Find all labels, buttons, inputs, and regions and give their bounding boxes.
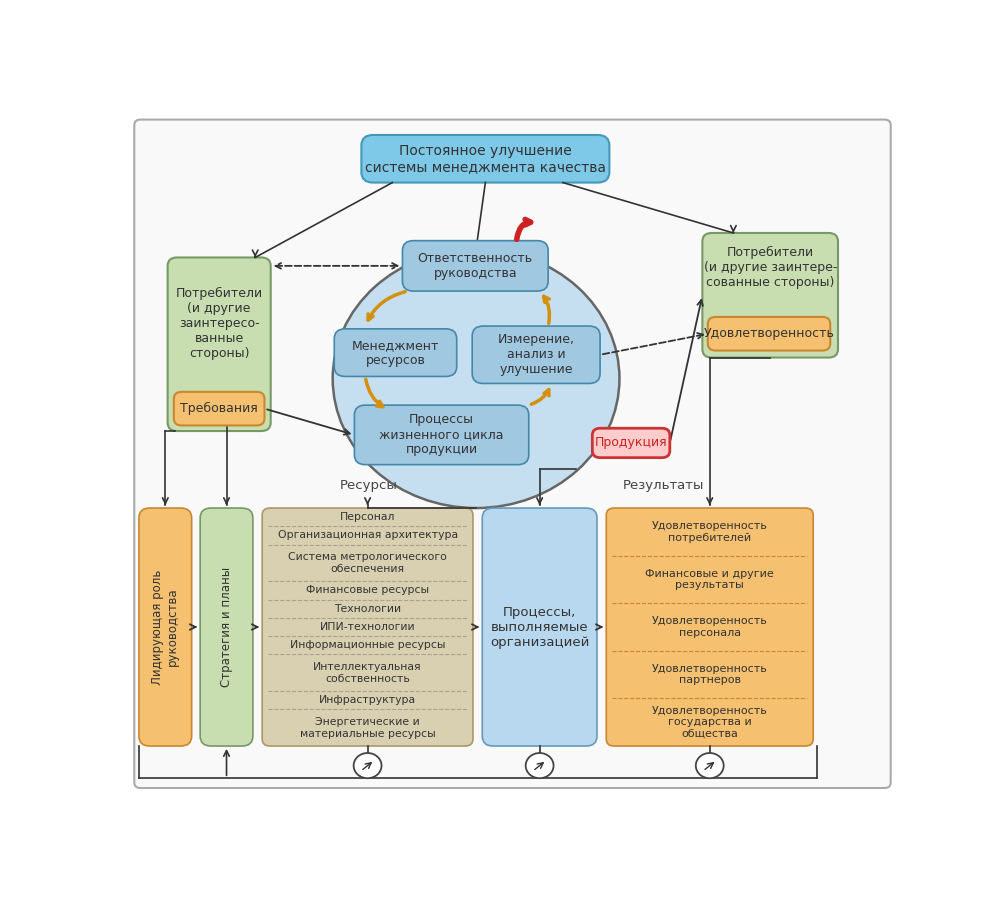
Text: Процессы,
выполняемые
организацией: Процессы, выполняемые организацией	[490, 605, 589, 648]
FancyBboxPatch shape	[354, 405, 529, 464]
FancyBboxPatch shape	[262, 508, 473, 746]
FancyBboxPatch shape	[134, 120, 891, 788]
FancyBboxPatch shape	[168, 257, 271, 431]
Text: Измерение,
анализ и
улучшение: Измерение, анализ и улучшение	[498, 334, 575, 376]
Text: Удовлетворенность
персонала: Удовлетворенность персонала	[652, 616, 768, 638]
FancyBboxPatch shape	[606, 508, 813, 746]
Text: Инфраструктура: Инфраструктура	[319, 695, 416, 705]
Circle shape	[696, 753, 724, 778]
FancyBboxPatch shape	[361, 135, 609, 183]
FancyBboxPatch shape	[139, 508, 192, 746]
Text: Финансовые ресурсы: Финансовые ресурсы	[306, 585, 429, 595]
FancyBboxPatch shape	[200, 508, 253, 746]
FancyBboxPatch shape	[702, 233, 838, 357]
FancyBboxPatch shape	[472, 326, 600, 384]
Text: Удовлетворенность: Удовлетворенность	[704, 327, 834, 340]
FancyBboxPatch shape	[174, 392, 264, 425]
Text: Удовлетворенность
партнеров: Удовлетворенность партнеров	[652, 664, 768, 685]
FancyBboxPatch shape	[334, 329, 457, 376]
Text: Технологии: Технологии	[334, 604, 401, 614]
Circle shape	[526, 753, 554, 778]
Text: Стратегия и планы: Стратегия и планы	[220, 567, 233, 687]
Text: Менеджмент
ресурсов: Менеджмент ресурсов	[352, 339, 439, 366]
FancyBboxPatch shape	[482, 508, 597, 746]
Text: Требования: Требования	[180, 402, 258, 415]
Text: Ресурсы: Ресурсы	[340, 479, 398, 492]
Text: Удовлетворенность
потребителей: Удовлетворенность потребителей	[652, 521, 768, 543]
Circle shape	[333, 249, 619, 508]
Text: Лидирующая роль
руководства: Лидирующая роль руководства	[151, 569, 179, 684]
Text: Персонал: Персонал	[340, 512, 395, 522]
FancyBboxPatch shape	[708, 317, 830, 351]
Text: Ответственность
руководства: Ответственность руководства	[418, 252, 533, 280]
Text: Финансовые и другие
результаты: Финансовые и другие результаты	[645, 569, 774, 590]
Text: Потребители
(и другие
заинтересо-
ванные
стороны): Потребители (и другие заинтересо- ванные…	[176, 287, 263, 360]
Text: Продукция: Продукция	[595, 436, 667, 449]
Text: Процессы
жизненного цикла
продукции: Процессы жизненного цикла продукции	[379, 414, 504, 456]
FancyBboxPatch shape	[402, 241, 548, 291]
Text: Результаты: Результаты	[623, 479, 704, 492]
FancyBboxPatch shape	[592, 428, 670, 457]
Text: Информационные ресурсы: Информационные ресурсы	[290, 640, 445, 650]
Circle shape	[354, 753, 382, 778]
Text: Организационная архитектура: Организационная архитектура	[278, 531, 458, 541]
Text: ИПИ-технологии: ИПИ-технологии	[320, 622, 415, 632]
Text: Интеллектуальная
собственность: Интеллектуальная собственность	[313, 662, 422, 684]
Text: Удовлетворенность
государства и
общества: Удовлетворенность государства и общества	[652, 705, 768, 739]
Text: Постоянное улучшение
системы менеджмента качества: Постоянное улучшение системы менеджмента…	[365, 144, 606, 174]
Text: Потребители
(и другие заинтере-
сованные стороны): Потребители (и другие заинтере- сованные…	[704, 246, 837, 289]
Text: Система метрологического
обеспечения: Система метрологического обеспечения	[288, 552, 447, 574]
Text: Энергетические и
материальные ресурсы: Энергетические и материальные ресурсы	[300, 717, 435, 738]
